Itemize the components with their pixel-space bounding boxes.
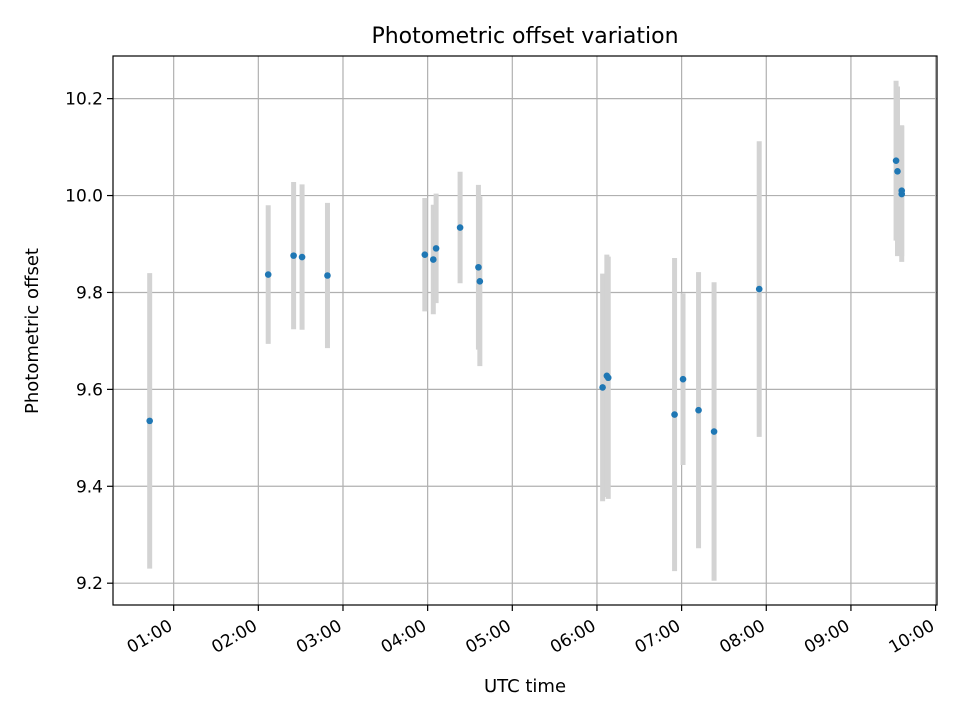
data-point <box>298 253 306 261</box>
plot-frame <box>112 55 938 606</box>
data-point <box>264 271 272 278</box>
y-tick-label: 10.0 <box>65 187 103 207</box>
data-point <box>710 428 718 435</box>
data-point <box>456 224 464 231</box>
data-point <box>679 375 687 383</box>
data-point <box>476 278 484 285</box>
x-axis-label: UTC time <box>484 676 566 697</box>
y-axis-label: Photometric offset <box>22 248 43 414</box>
y-tick-label: 9.2 <box>76 574 103 594</box>
data-point <box>604 374 612 382</box>
data-point <box>898 187 906 195</box>
data-point <box>429 256 437 263</box>
data-point <box>894 168 901 175</box>
data-point <box>290 252 297 259</box>
data-point <box>695 406 702 414</box>
y-tick-label: 9.4 <box>76 477 103 497</box>
grid <box>113 56 937 605</box>
data-point <box>421 251 429 258</box>
data-point <box>432 245 440 252</box>
y-tick-label: 9.8 <box>76 283 103 303</box>
y-axis-ticks: 9.2 9.4 9.6 9.8 10.0 10.2 <box>65 90 113 594</box>
data-point <box>671 411 678 418</box>
data-point <box>475 263 482 271</box>
data-point <box>892 157 900 164</box>
y-tick-label: 9.6 <box>76 380 103 400</box>
chart-title: Photometric offset variation <box>371 24 678 49</box>
data-point <box>324 272 331 279</box>
y-tick-label: 10.2 <box>65 90 103 110</box>
data-point <box>755 285 763 293</box>
data-point <box>146 417 153 425</box>
data-points <box>146 157 906 435</box>
data-point <box>599 384 606 391</box>
